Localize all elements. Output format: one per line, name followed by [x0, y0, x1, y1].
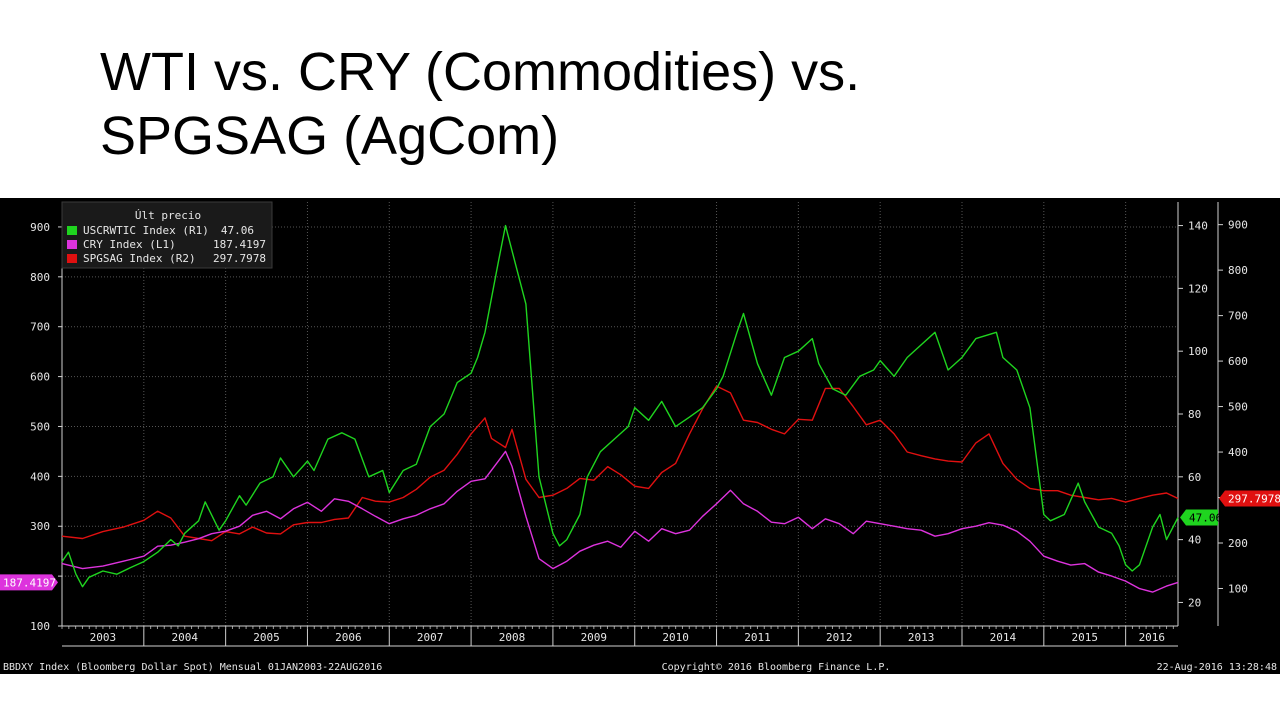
tick-r2-800: 800 [1228, 264, 1248, 277]
tick-left-300: 300 [30, 520, 50, 533]
footer-right: 22-Aug-2016 13:28:48 [1157, 662, 1277, 673]
title-line-1: WTI vs. CRY (Commodities) vs. [100, 42, 861, 102]
series-line-spgsag [61, 385, 1179, 542]
footer-center: Copyright© 2016 Bloomberg Finance L.P. [662, 662, 891, 673]
tick-r2-500: 500 [1228, 401, 1248, 414]
tick-x-2004: 2004 [171, 631, 198, 644]
tick-r2-900: 900 [1228, 219, 1248, 232]
tick-x-2012: 2012 [826, 631, 853, 644]
tick-x-2008: 2008 [499, 631, 526, 644]
tick-r2-100: 100 [1228, 582, 1248, 595]
series-line-wti [61, 224, 1179, 588]
tick-r1-20: 20 [1188, 596, 1201, 609]
tag-bg-wti [1180, 509, 1218, 526]
tick-left-500: 500 [30, 420, 50, 433]
legend-value-wti: 47.06 [221, 224, 254, 237]
series-line-cry [61, 450, 1179, 593]
tick-r1-40: 40 [1188, 534, 1201, 547]
tick-x-2013: 2013 [908, 631, 935, 644]
tick-r1-60: 60 [1188, 471, 1201, 484]
legend-value-cry: 187.4197 [213, 238, 266, 251]
tick-x-2006: 2006 [335, 631, 362, 644]
grid-layer [62, 202, 1178, 627]
tick-x-2016: 2016 [1139, 631, 1166, 644]
legend-swatch-cry [67, 240, 77, 249]
slide-title: WTI vs. CRY (Commodities) vs. SPGSAG (AgC… [100, 40, 1200, 168]
tick-left-100: 100 [30, 620, 50, 633]
tick-r2-700: 700 [1228, 310, 1248, 323]
legend-swatch-wti [67, 226, 77, 235]
tag-bg-spgsag [1219, 490, 1280, 507]
chart-panel: 100 300 400 500 600 700 800 900 2003 2004 2005 2006… [0, 198, 1280, 674]
tick-left-400: 400 [30, 470, 50, 483]
tick-x-2003: 2003 [90, 631, 117, 644]
footer-left: BBDXY Index (Bloomberg Dollar Spot) Mens… [3, 662, 382, 673]
tick-r1-100: 100 [1188, 345, 1208, 358]
tick-left-800: 800 [30, 271, 50, 284]
tag-text-cry: 187.4197 [3, 576, 56, 589]
tick-r1-80: 80 [1188, 408, 1201, 421]
tick-x-2010: 2010 [662, 631, 689, 644]
title-line-2: SPGSAG (AgCom) [100, 106, 560, 166]
legend-label-cry: CRY Index (L1) [83, 238, 176, 251]
tick-x-2007: 2007 [417, 631, 444, 644]
tick-left-700: 700 [30, 321, 50, 334]
tick-r2-200: 200 [1228, 537, 1248, 550]
last-value-tags: 187.4197 47.06 297.7978 [0, 490, 1280, 591]
legend-swatch-spgsag [67, 254, 77, 263]
tick-r1-140: 140 [1188, 220, 1208, 233]
tick-r1-120: 120 [1188, 282, 1208, 295]
legend-header: Últ precio [135, 209, 201, 222]
tick-r2-400: 400 [1228, 446, 1248, 459]
tick-x-2011: 2011 [744, 631, 771, 644]
tick-x-2015: 2015 [1071, 631, 1098, 644]
legend-label-wti: USCRWTIC Index (R1) [83, 224, 209, 237]
tick-r2-600: 600 [1228, 355, 1248, 368]
tag-bg-cry [0, 574, 58, 591]
tick-left-600: 600 [30, 371, 50, 384]
legend-box [61, 201, 273, 269]
series-layer [61, 224, 1179, 593]
tick-x-2014: 2014 [990, 631, 1017, 644]
tag-text-spgsag: 297.7978 [1228, 493, 1280, 506]
tick-x-2005: 2005 [253, 631, 280, 644]
legend-value-spgsag: 297.7978 [213, 252, 266, 265]
tick-left-900: 900 [30, 221, 50, 234]
legend: Últ precio USCRWTIC Index (R1) 47.06 CRY… [61, 201, 273, 269]
tag-text-wti: 47.06 [1189, 511, 1222, 524]
legend-label-spgsag: SPGSAG Index (R2) [83, 252, 196, 265]
tick-x-2009: 2009 [581, 631, 608, 644]
